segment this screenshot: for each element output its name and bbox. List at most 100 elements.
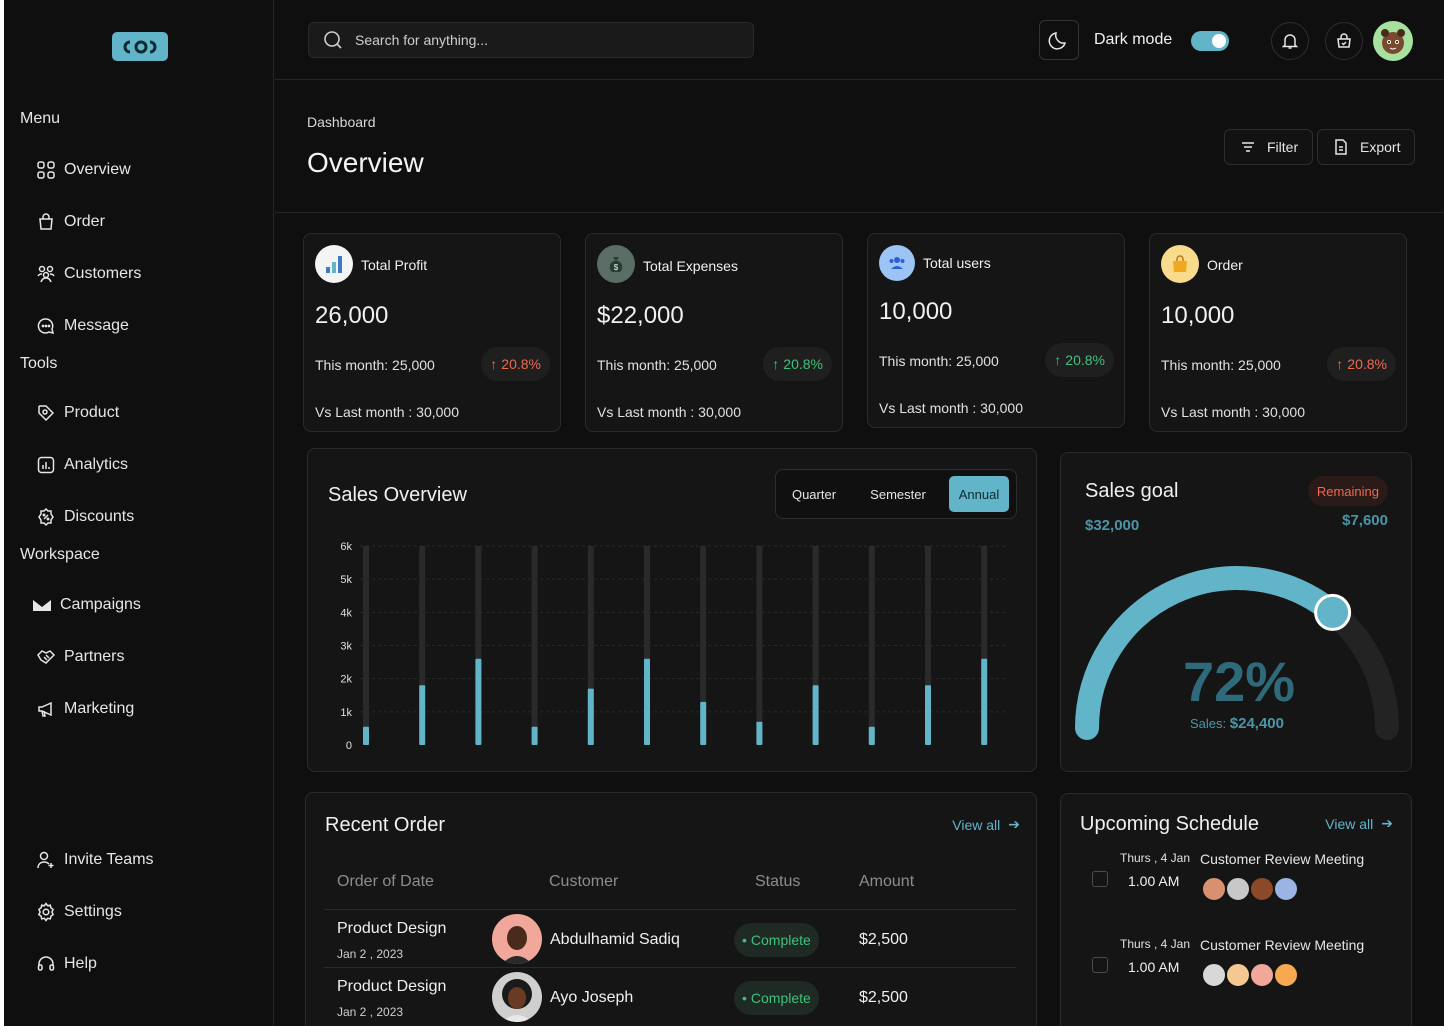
export-label: Export xyxy=(1360,139,1401,155)
bar[interactable] xyxy=(419,685,426,745)
bar[interactable] xyxy=(981,658,988,745)
arrow-right-icon: ➔ xyxy=(1381,815,1393,831)
bar-track xyxy=(531,546,538,745)
view-all-orders-link[interactable]: View all ➔ xyxy=(952,816,1020,833)
sidebar-item-label: Invite Teams xyxy=(64,851,154,868)
bar-chart-icon xyxy=(315,245,353,283)
mail-icon xyxy=(32,598,52,611)
moon-icon xyxy=(1048,32,1067,50)
menu-section-label: Menu xyxy=(20,110,61,127)
goal-gauge xyxy=(1075,566,1399,740)
breadcrumb[interactable]: Dashboard xyxy=(307,114,376,130)
bar[interactable] xyxy=(925,685,931,745)
sidebar-item-overview[interactable]: Overview xyxy=(36,156,131,184)
goal-remaining: $7,600 xyxy=(1342,512,1388,529)
sidebar-item-label: Partners xyxy=(64,648,125,665)
remaining-badge: Remaining xyxy=(1307,476,1388,506)
bar[interactable] xyxy=(700,701,707,745)
stat-value: 10,000 xyxy=(1161,302,1235,329)
user-avatar[interactable] xyxy=(1373,21,1413,61)
tab-annual[interactable]: Annual xyxy=(949,476,1009,512)
stat-card-order: Order 10,000 This month: 25,000 ↑ 20.8% V… xyxy=(1149,233,1407,432)
bar[interactable] xyxy=(812,685,819,745)
export-button[interactable]: Export xyxy=(1317,129,1416,165)
schedule-item-title: Customer Review Meeting xyxy=(1200,851,1365,867)
sidebar-item-message[interactable]: Message xyxy=(36,312,129,340)
stat-change-badge: ↑ 20.8% xyxy=(481,347,550,381)
gear-icon xyxy=(37,902,55,922)
message-icon xyxy=(37,318,55,335)
bar[interactable] xyxy=(587,688,594,745)
customer-name: Ayo Joseph xyxy=(550,989,634,1006)
sidebar-item-label: Analytics xyxy=(64,456,129,473)
sidebar-item-label: Message xyxy=(64,317,129,334)
bar[interactable] xyxy=(475,658,482,745)
column-header-date[interactable]: Order of Date xyxy=(337,873,434,890)
cart-button[interactable] xyxy=(1325,22,1363,60)
logo-icon[interactable] xyxy=(112,32,168,61)
analytics-icon xyxy=(37,456,55,474)
filter-button[interactable]: Filter xyxy=(1224,129,1314,165)
stat-change-badge: ↑ 20.8% xyxy=(763,347,832,381)
bar-track xyxy=(700,546,707,745)
schedule-title: Upcoming Schedule xyxy=(1080,813,1259,835)
stat-title: Order xyxy=(1207,257,1243,273)
sidebar: Menu Overview Order Customers Message To… xyxy=(4,0,274,1026)
sidebar-item-marketing[interactable]: Marketing xyxy=(36,695,134,723)
recent-order-title: Recent Order xyxy=(325,814,446,836)
column-header-status[interactable]: Status xyxy=(755,873,801,890)
column-header-amount[interactable]: Amount xyxy=(859,873,915,890)
sidebar-item-customers[interactable]: Customers xyxy=(36,260,141,288)
column-header-customer[interactable]: Customer xyxy=(549,873,619,890)
status-label: Complete xyxy=(750,932,811,948)
y-tick-label: 6k xyxy=(340,541,352,553)
sidebar-item-help[interactable]: Help xyxy=(36,950,97,978)
sidebar-item-partners[interactable]: Partners xyxy=(36,643,124,671)
sales-goal-title: Sales goal xyxy=(1085,480,1179,502)
tab-semester[interactable]: Semester xyxy=(870,486,926,502)
view-all-schedule-link[interactable]: View all ➔ xyxy=(1325,815,1393,832)
period-selector: Quarter Semester Annual xyxy=(775,469,1017,519)
order-product: Product Design xyxy=(337,978,447,995)
schedule-checkbox[interactable] xyxy=(1092,871,1108,887)
view-all-label: View all xyxy=(1325,815,1374,832)
bar[interactable] xyxy=(756,721,763,745)
y-tick-label: 4k xyxy=(340,607,352,619)
sidebar-item-product[interactable]: Product xyxy=(36,399,119,427)
stat-value: $22,000 xyxy=(597,302,684,329)
sidebar-item-invite-teams[interactable]: Invite Teams xyxy=(36,846,154,874)
search-input[interactable] xyxy=(355,32,735,48)
gauge-fill xyxy=(1075,566,1345,740)
customer-name: Abdulhamid Sadiq xyxy=(550,931,680,948)
y-tick-label: 1k xyxy=(340,707,352,719)
order-amount: $2,500 xyxy=(859,931,908,948)
stat-this-month: This month: 25,000 xyxy=(597,357,717,373)
notifications-button[interactable] xyxy=(1271,22,1309,60)
bar[interactable] xyxy=(363,726,369,745)
theme-button[interactable] xyxy=(1039,20,1079,60)
attendee-avatar xyxy=(1249,876,1275,902)
bar[interactable] xyxy=(868,726,875,745)
gauge-knob[interactable] xyxy=(1314,593,1352,631)
bar[interactable] xyxy=(644,658,650,745)
sidebar-item-order[interactable]: Order xyxy=(36,208,105,236)
sidebar-item-campaigns[interactable]: Campaigns xyxy=(32,591,141,619)
dark-mode-toggle[interactable] xyxy=(1191,31,1229,51)
stat-change: 20.8% xyxy=(501,356,541,372)
stat-last-month: Vs Last month : 30,000 xyxy=(1161,404,1305,420)
sidebar-item-discounts[interactable]: Discounts xyxy=(36,503,134,531)
stat-title: Total users xyxy=(923,255,991,271)
stat-last-month: Vs Last month : 30,000 xyxy=(597,404,741,420)
sidebar-item-settings[interactable]: Settings xyxy=(36,898,122,926)
sales-chart: 0 1k 2k 3k 4k 5k 6k xyxy=(340,541,1008,752)
schedule-checkbox[interactable] xyxy=(1092,957,1108,973)
sales-overview-panel: Sales Overview Quarter Semester Annual 0… xyxy=(307,448,1037,772)
stat-card-total-users: Total users 10,000 This month: 25,000 ↑ 2… xyxy=(867,233,1125,428)
tab-quarter[interactable]: Quarter xyxy=(791,486,837,502)
bar[interactable] xyxy=(531,726,538,745)
sidebar-item-analytics[interactable]: Analytics xyxy=(36,451,128,479)
customer-avatar xyxy=(492,972,542,1022)
bell-icon xyxy=(1281,34,1299,49)
search-box[interactable] xyxy=(308,22,754,58)
stat-this-month: This month: 25,000 xyxy=(315,357,435,373)
